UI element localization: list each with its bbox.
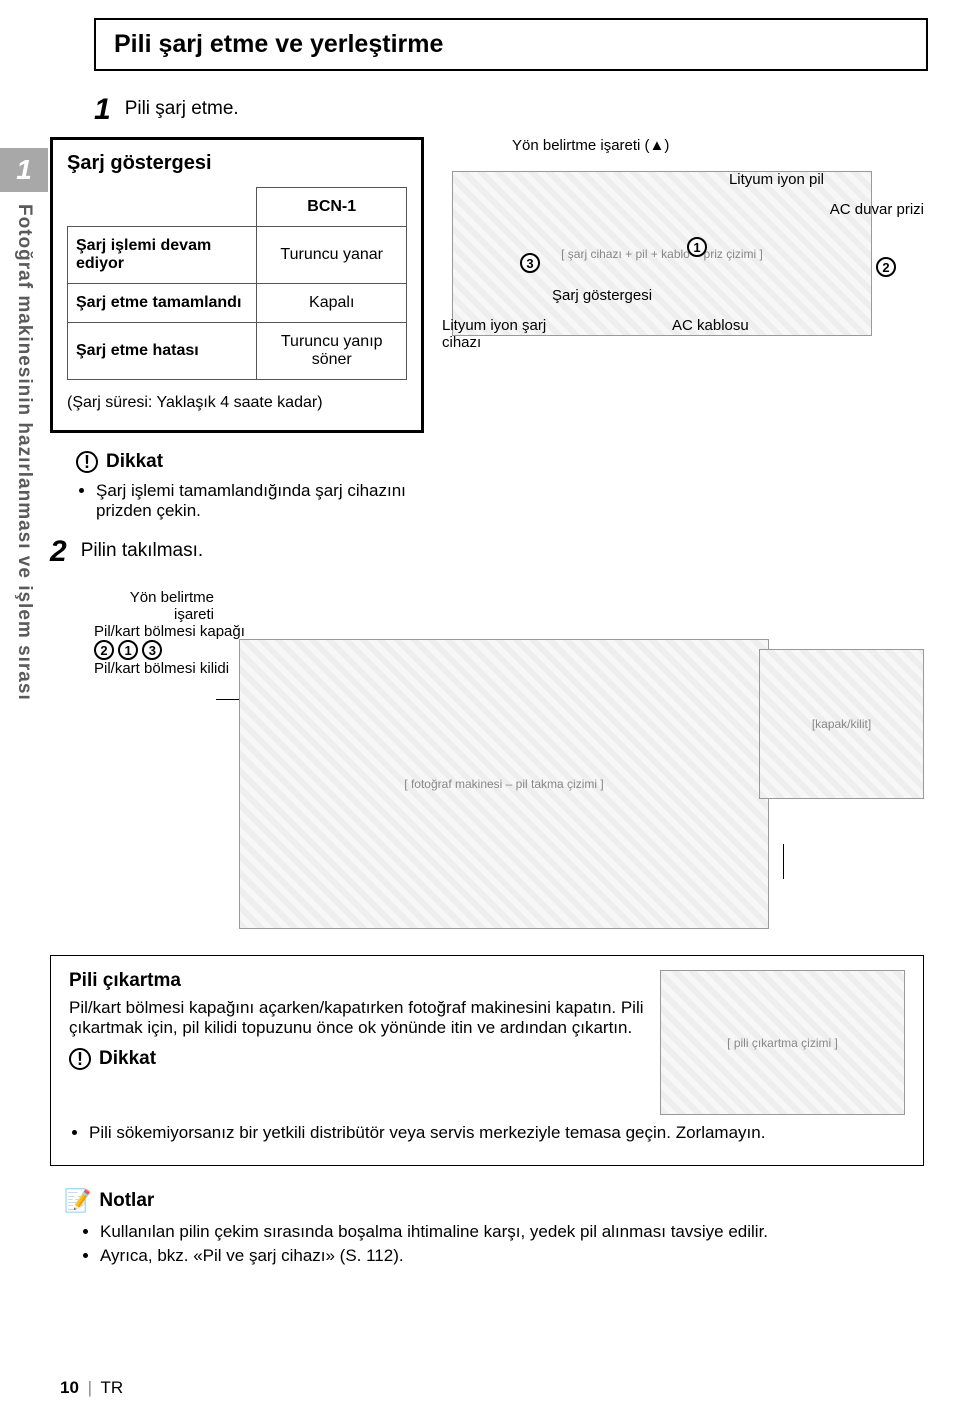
charger-diagram: Yön belirtme işareti (▲) [ şarj cihazı +… <box>442 137 924 392</box>
side-chapter-tab: 1 Fotoğraf makinesinin hazırlanması ve i… <box>0 130 48 701</box>
diag2-direction-mark-label: Yön belirtme işareti <box>94 589 214 623</box>
step2-text: Pilin takılması. <box>81 537 424 562</box>
diag2-lock-label: Pil/kart bölmesi kilidi <box>94 660 234 677</box>
diag1-lithium-charger-label: Lityum iyon şarj cihazı <box>442 317 572 351</box>
charge-duration-note: (Şarj süresi: Yaklaşık 4 saate kadar) <box>67 394 407 412</box>
diag1-ac-cable-label: AC kablosu <box>672 317 749 334</box>
diag2-cover-label: Pil/kart bölmesi kapağı <box>94 623 924 640</box>
diag1-direction-mark-label: Yön belirtme işareti (▲) <box>512 137 669 154</box>
caution-icon: ! <box>76 451 98 473</box>
diag1-step3-marker: 3 <box>520 253 540 273</box>
cover-detail-placeholder: [kapak/kilit] <box>759 649 924 799</box>
charge-col2-header: BCN-1 <box>257 188 407 227</box>
diag1-step2-marker: 2 <box>876 257 896 277</box>
page-lang: TR <box>101 1378 124 1397</box>
step1-number: 1 <box>94 95 111 125</box>
side-chapter-label: Fotoğraf makinesinin hazırlanması ve işl… <box>13 204 35 701</box>
caution-heading: Dikkat <box>106 451 163 473</box>
diag2-step3-marker: 3 <box>142 640 162 660</box>
removal-illustration-placeholder: [ pili çıkartma çizimi ] <box>660 970 905 1115</box>
side-chapter-number: 1 <box>0 148 48 192</box>
notes-icon: 📝 <box>64 1188 91 1214</box>
diag1-step1-marker: 1 <box>687 237 707 257</box>
page-footer: 10 | TR <box>60 1378 123 1398</box>
removal-caution-item: Pili sökemiyorsanız bir yetkili distribü… <box>89 1123 905 1143</box>
step2-number: 2 <box>50 537 67 567</box>
charge-indicator-panel: Şarj göstergesi BCN-1 Şarj işlemi devam … <box>50 137 424 433</box>
charge-panel-heading: Şarj göstergesi <box>67 152 407 175</box>
table-row: Şarj işlemi devam ediyor Turuncu yanar <box>68 227 407 284</box>
notes-item: Ayrıca, bkz. «Pil ve şarj cihazı» (S. 11… <box>100 1246 924 1266</box>
step1-text: Pili şarj etme. <box>125 95 924 120</box>
diag2-step2-marker: 2 <box>94 640 114 660</box>
caution-item: Şarj işlemi tamamlandığında şarj cihazın… <box>96 481 424 521</box>
notes-heading: Notlar <box>99 1190 154 1212</box>
diag1-lithium-battery-label: Lityum iyon pil <box>729 171 824 188</box>
caution-icon: ! <box>69 1048 91 1070</box>
charger-illustration-placeholder: [ şarj cihazı + pil + kablo + priz çizim… <box>452 171 872 336</box>
page-number: 10 <box>60 1378 79 1397</box>
camera-illustration-placeholder: [ fotoğraf makinesi – pil takma çizimi ] <box>239 639 769 929</box>
diag2-step1-marker: 1 <box>118 640 138 660</box>
diag1-ac-wall-label: AC duvar prizi <box>830 201 924 218</box>
removal-caution-heading: Dikkat <box>99 1048 156 1070</box>
notes-item: Kullanılan pilin çekim sırasında boşalma… <box>100 1222 924 1242</box>
camera-diagram: Yön belirtme işareti [ fotoğraf makinesi… <box>94 589 924 939</box>
table-row: Şarj etme hatası Turuncu yanıp söner <box>68 323 407 380</box>
charge-status-table: BCN-1 Şarj işlemi devam ediyor Turuncu y… <box>67 187 407 380</box>
diag1-charge-indicator-label: Şarj göstergesi <box>552 287 652 304</box>
table-row: Şarj etme tamamlandı Kapalı <box>68 284 407 323</box>
battery-removal-box: [ pili çıkartma çizimi ] Pili çıkartma P… <box>50 955 924 1166</box>
page-title: Pili şarj etme ve yerleştirme <box>94 18 928 71</box>
